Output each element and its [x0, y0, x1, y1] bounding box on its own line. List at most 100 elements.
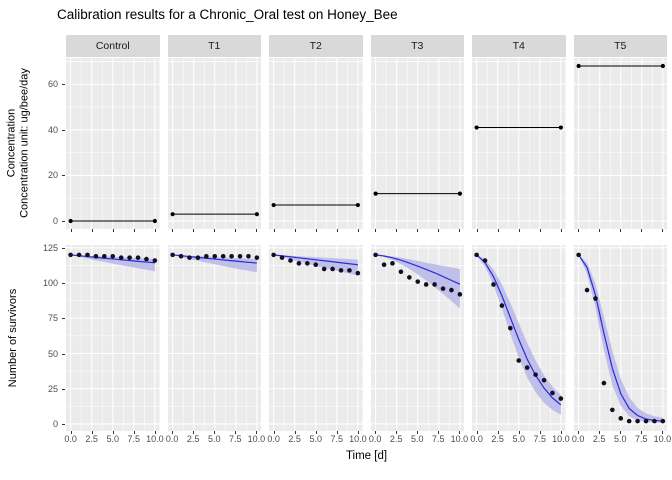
axis-tick [62, 318, 65, 320]
axis-tick [641, 229, 643, 232]
x-tick-label: 0.0 [64, 434, 77, 444]
axis-tick [662, 431, 664, 434]
grid-lines [573, 58, 667, 229]
observed-point [76, 252, 82, 258]
axis-tick [62, 247, 65, 249]
concentration-panel-t1 [167, 58, 261, 229]
observed-point [617, 416, 623, 421]
observed-point [347, 268, 352, 273]
axis-tick [438, 229, 440, 232]
top-panel-tick-row [574, 229, 668, 245]
survivors-panel-t2 [269, 245, 363, 431]
y-tick-label: 50 [47, 348, 58, 359]
observed-point [550, 390, 555, 396]
x-axis-row: 0.0 2.5 5.0 7.5 10.0 [166, 431, 265, 445]
observed-point [524, 365, 530, 370]
credible-interval-ribbon [172, 254, 257, 273]
y-tick-label: 0 [52, 418, 58, 429]
axis-tick [539, 431, 541, 434]
axis-tick [214, 431, 216, 434]
observed-point [279, 255, 285, 260]
observed-point [186, 255, 192, 260]
axis-tick [70, 229, 72, 232]
fitted-survival-line [273, 254, 358, 266]
x-axis-row: 0.0 2.5 5.0 7.5 10.0 [64, 431, 164, 445]
x-tick-label: 10.0 [247, 434, 266, 444]
x-tick-label: 2.5 [592, 434, 606, 444]
facet-strip-t5: T5 [573, 35, 667, 57]
x-tick-label: 2.5 [491, 434, 504, 444]
observed-point [338, 268, 344, 273]
facet-column-t1: T1 0.0 2.5 5.0 7.5 10.0 [166, 35, 265, 445]
axis-tick [91, 431, 93, 434]
chart-title: Calibration results for a Chronic_Oral t… [57, 7, 398, 22]
concentration-endpoint [474, 125, 479, 130]
grid-lines [370, 58, 464, 229]
concentration-endpoint [68, 218, 73, 224]
x-tick-label: 10.0 [653, 434, 672, 444]
x-tick-label: 10.0 [450, 434, 469, 444]
observed-point [499, 303, 505, 308]
survivors-panel-control [66, 245, 160, 431]
observed-point [220, 253, 225, 259]
observed-point [118, 255, 124, 260]
observed-point [288, 258, 293, 263]
grid-lines [269, 58, 363, 229]
axis-tick [154, 229, 156, 232]
top-panel-tick-row [472, 229, 566, 245]
observed-point [584, 287, 589, 293]
x-tick-label: 2.5 [288, 434, 301, 444]
axis-tick [497, 229, 499, 232]
observed-point [533, 372, 538, 377]
facet-strip-label: T1 [208, 40, 221, 52]
facet-strip-label: T5 [614, 40, 627, 52]
concentration-endpoint [170, 212, 175, 217]
axis-tick [641, 431, 643, 434]
facet-strip-t4: T4 [472, 35, 566, 57]
axis-tick [235, 431, 237, 434]
facet-strip-label: Control [95, 40, 130, 52]
axis-tick [357, 229, 359, 232]
x-axis-row: 0.0 2.5 5.0 7.5 10.0 [368, 431, 468, 445]
observed-point [474, 252, 479, 258]
axis-tick [133, 229, 135, 232]
observed-point [541, 377, 547, 383]
axis-tick [599, 431, 601, 434]
axis-tick [396, 229, 398, 232]
x-tick-label: 5.0 [309, 434, 323, 444]
observed-point [85, 252, 90, 258]
grid-lines [66, 245, 160, 431]
axis-tick [336, 229, 338, 232]
axis-tick [294, 229, 296, 232]
observed-point [508, 325, 513, 331]
observed-point [609, 407, 615, 413]
axis-tick [476, 431, 478, 434]
axis-tick [62, 283, 65, 285]
observed-point [321, 266, 327, 272]
x-tick-label: 10.0 [552, 434, 570, 444]
x-tick-label: 0.0 [368, 434, 382, 444]
observed-point [482, 258, 488, 263]
x-tick-label: 7.5 [432, 434, 445, 444]
axis-tick [294, 431, 296, 434]
axis-tick [620, 431, 622, 434]
observed-point [372, 252, 378, 258]
concentration-endpoint [355, 202, 360, 208]
concentration-endpoint [254, 212, 259, 217]
axis-tick [476, 229, 478, 232]
observed-point [228, 253, 234, 259]
axis-tick [172, 431, 174, 434]
observed-point [313, 262, 319, 268]
x-tick-label: 0.0 [571, 434, 585, 444]
axis-tick [172, 229, 174, 232]
axis-tick [256, 229, 258, 232]
observed-point [110, 253, 116, 259]
y-tick-label: 20 [47, 170, 58, 181]
observed-point [414, 279, 420, 284]
grid-lines [167, 245, 261, 431]
axis-tick [375, 431, 377, 434]
concentration-endpoint [271, 202, 276, 208]
x-tick-label: 5.0 [613, 434, 627, 444]
concentration-endpoint [152, 218, 157, 224]
